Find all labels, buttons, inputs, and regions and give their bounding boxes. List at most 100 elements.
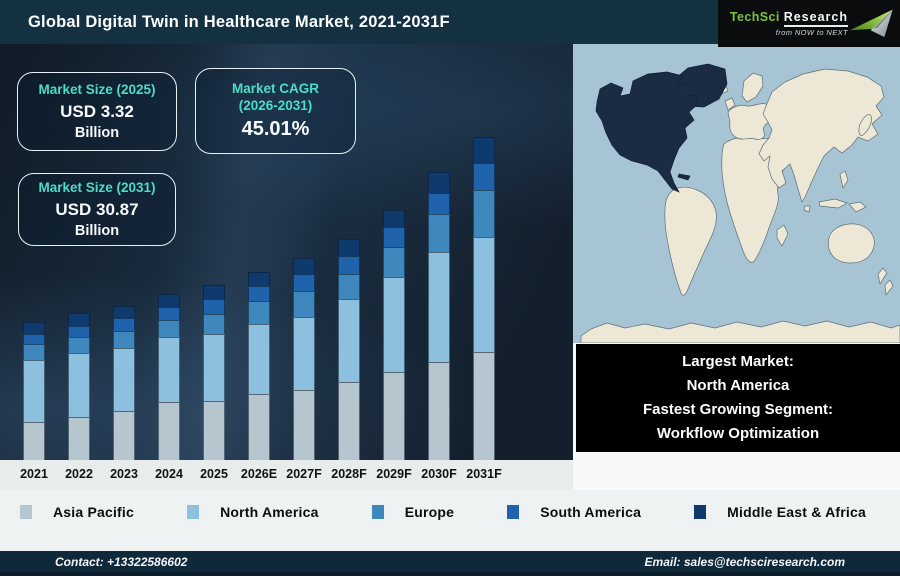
region-indonesia-east	[848, 201, 867, 213]
logo-brand-secondary: Research	[783, 10, 848, 27]
bar-segment-europe	[203, 314, 225, 334]
region-philippines	[839, 170, 849, 189]
legend-item-europe: Europe	[371, 504, 455, 520]
x-axis-label: 2031F	[466, 467, 502, 481]
region-south-america	[664, 186, 717, 296]
bar-segment-europe	[248, 301, 270, 324]
x-axis-label: 2024	[155, 467, 183, 481]
bar-segment-middle-east-africa	[158, 294, 180, 307]
bar-2028F	[338, 239, 360, 460]
legend-swatch-north-america	[187, 505, 200, 519]
region-sri-lanka	[803, 205, 811, 213]
bar-segment-south-america	[113, 318, 135, 331]
market-size-2025-box: Market Size (2025) USD 3.32 Billion	[17, 72, 177, 151]
bar-segment-south-america	[293, 274, 315, 291]
brand-logo: TechSci Research from NOW to NEXT	[718, 0, 900, 47]
bar-segment-europe	[113, 331, 135, 348]
bar-segment-middle-east-africa	[113, 306, 135, 318]
legend-label: South America	[540, 504, 642, 520]
x-axis-label: 2025	[200, 467, 228, 481]
info-box-title: Market Size (2031)	[38, 179, 156, 195]
footer: Contact: +13322586602 Email: sales@techs…	[0, 551, 900, 576]
bar-segment-europe	[23, 344, 45, 360]
footer-contact: Contact: +13322586602	[55, 554, 188, 569]
bar-segment-north-america	[203, 334, 225, 401]
logo-tagline: from NOW to NEXT	[775, 28, 848, 37]
bar-segment-middle-east-africa	[383, 210, 405, 227]
bar-2029F	[383, 210, 405, 460]
bar-2026E	[248, 272, 270, 460]
bar-segment-middle-east-africa	[68, 313, 90, 326]
bar-segment-south-america	[428, 193, 450, 214]
bar-segment-south-america	[158, 307, 180, 320]
bar-segment-south-america	[248, 286, 270, 301]
bar-segment-europe	[383, 247, 405, 277]
bar-segment-europe	[428, 214, 450, 252]
info-box-value: USD 3.32	[60, 102, 134, 122]
bar-segment-north-america	[383, 277, 405, 372]
legend-band: Asia Pacific North America Europe South Ame…	[0, 490, 900, 551]
callout-line: Largest Market:	[682, 353, 794, 370]
legend-label: Europe	[404, 504, 455, 520]
bar-segment-south-america	[383, 227, 405, 247]
bar-segment-asia-pacific	[248, 394, 270, 460]
x-axis: 2021 2022 2023 2024 2025 2026E 2027F 2028F 2029F…	[0, 460, 573, 490]
bar-segment-south-america	[338, 256, 360, 274]
bar-2030F	[428, 172, 450, 460]
region-japan	[858, 114, 872, 136]
bar-segment-europe	[338, 274, 360, 299]
bar-segment-middle-east-africa	[203, 285, 225, 299]
logo-brand-primary: TechSci	[729, 10, 780, 24]
legend: Asia Pacific North America Europe South Ame…	[0, 490, 900, 520]
legend-swatch-middle-east-africa	[694, 505, 707, 519]
bar-2031F	[473, 137, 495, 460]
info-box-unit: Billion	[74, 223, 120, 240]
bar-segment-middle-east-africa	[473, 137, 495, 163]
bar-plot	[0, 44, 573, 460]
bar-segment-asia-pacific	[473, 352, 495, 460]
bar-segment-middle-east-africa	[248, 272, 270, 286]
bar-segment-middle-east-africa	[338, 239, 360, 256]
legend-swatch-south-america	[507, 505, 520, 519]
bar-segment-asia-pacific	[383, 372, 405, 460]
bar-segment-north-america	[473, 237, 495, 352]
bar-segment-europe	[158, 320, 180, 337]
bar-segment-europe	[293, 291, 315, 317]
bar-segment-south-america	[68, 326, 90, 337]
x-axis-label: 2021	[20, 467, 48, 481]
x-axis-label: 2027F	[286, 467, 322, 481]
region-europe	[727, 103, 774, 140]
bar-segment-north-america	[113, 348, 135, 411]
logo-line: TechSci Research	[730, 10, 848, 27]
bar-2027F	[293, 258, 315, 460]
info-box-title: Market CAGR	[231, 80, 320, 96]
region-madagascar	[776, 224, 789, 247]
legend-item-north-america: North America	[187, 504, 319, 520]
bar-segment-north-america	[293, 317, 315, 390]
bar-2024	[158, 294, 180, 460]
legend-label: North America	[220, 504, 319, 520]
bar-segment-south-america	[23, 334, 45, 344]
bar-segment-asia-pacific	[428, 362, 450, 460]
x-axis-label: 2023	[110, 467, 138, 481]
info-box-unit: Billion	[74, 125, 120, 142]
bar-segment-asia-pacific	[293, 390, 315, 460]
region-antarctica	[580, 320, 900, 343]
market-size-2031-box: Market Size (2031) USD 30.87 Billion	[18, 173, 176, 246]
region-new-zealand-south	[884, 279, 894, 296]
bar-segment-south-america	[473, 163, 495, 190]
info-box-value: USD 30.87	[55, 200, 139, 220]
bar-segment-asia-pacific	[338, 382, 360, 460]
arrow-icon	[850, 9, 893, 37]
region-asia	[758, 68, 885, 203]
logo-inner: TechSci Research from NOW to NEXT	[730, 7, 894, 41]
legend-label: Middle East & Africa	[727, 504, 866, 520]
logo-text: TechSci Research from NOW to NEXT	[730, 10, 848, 37]
bar-segment-north-america	[68, 353, 90, 417]
legend-label: Asia Pacific	[53, 504, 134, 520]
legend-swatch-europe	[371, 505, 384, 519]
region-new-zealand	[877, 267, 888, 285]
x-axis-label: 2022	[65, 467, 93, 481]
legend-item-south-america: South America	[507, 504, 641, 520]
x-axis-label: 2028F	[331, 467, 367, 481]
